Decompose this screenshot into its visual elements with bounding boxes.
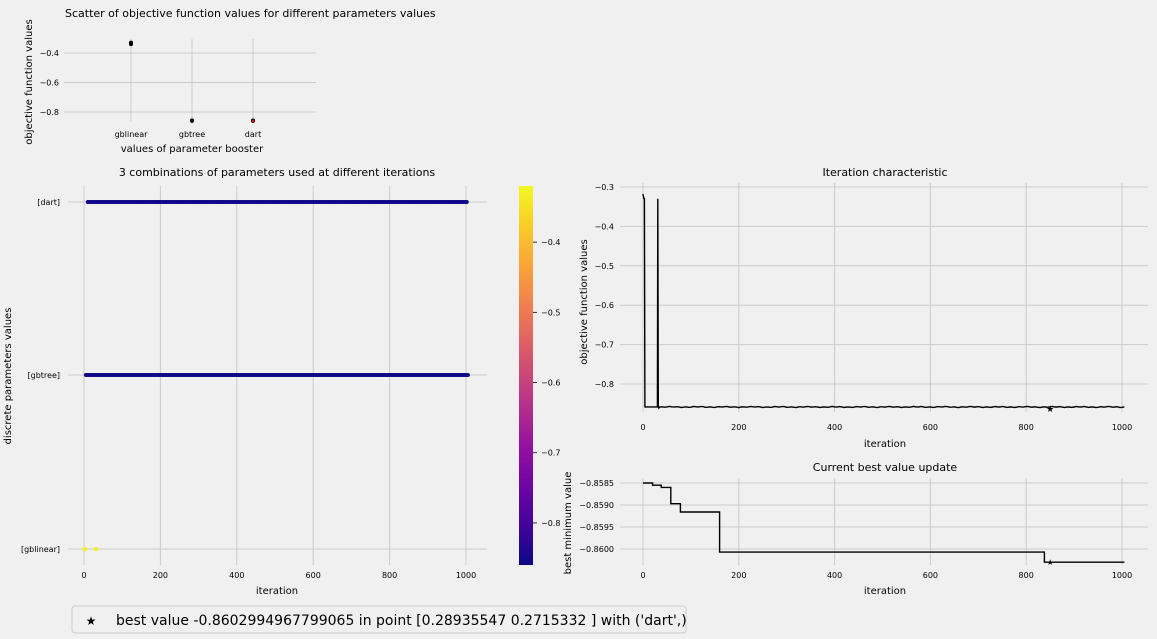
chart2-xtick-label: 0: [81, 571, 86, 580]
chart1-xtick-label: gbtree: [179, 130, 205, 139]
colorbar-tick-label: −0.6: [541, 379, 560, 388]
chart1-xtick-label: dart: [245, 130, 261, 139]
chart2-ytick-label: [gbtree]: [28, 371, 61, 380]
chart4-ytick-label: −0.8595: [579, 523, 614, 532]
legend-box: [71, 605, 687, 634]
chart3-ytick-label: −0.6: [595, 301, 614, 310]
legend-label: best value -0.8602994967799065 in point …: [116, 613, 687, 629]
chart4-series-line: [643, 482, 1125, 563]
chart4-xtick-label: 400: [827, 571, 842, 580]
chart2-xlabel: iteration: [256, 586, 298, 597]
colorbar-tick-label: −0.7: [541, 449, 560, 458]
chart3-ticks: 0 200 400 600 800 1000 −0.3 −0.4 −0.5 −0.6 −0.7 −0.…: [595, 183, 1133, 432]
chart1-points: [129, 40, 255, 123]
chart4-line: ★: [643, 482, 1125, 567]
combinations-chart: 3 combinations of parameters used at dif…: [3, 166, 487, 597]
chart3-ytick-label: −0.3: [595, 183, 614, 192]
iteration-characteristic-chart: Iteration characteristic iteration objec…: [579, 166, 1148, 450]
colorbar-tick-label: −0.8: [541, 519, 560, 528]
chart4-xtick-label: 600: [923, 571, 938, 580]
chart3-ytick-label: −0.7: [595, 341, 614, 350]
chart1-point: [129, 42, 133, 47]
colorbar-tick-label: −0.5: [541, 308, 560, 317]
chart1-ytick-label: −0.6: [40, 79, 59, 88]
chart1-title: Scatter of objective function values for…: [65, 7, 436, 20]
chart3-xtick-label: 600: [923, 423, 938, 432]
chart2-xtick-label: 400: [229, 571, 244, 580]
chart2-point: [94, 547, 99, 551]
chart1-xlabel: values of parameter booster: [121, 144, 264, 155]
chart1-best-point: [251, 119, 255, 123]
chart2-ytick-label: [dart]: [37, 198, 60, 207]
colorbar: −0.4 −0.5 −0.6 −0.7 −0.8: [519, 186, 560, 565]
best-value-update-chart: Current best value update iteration best…: [563, 461, 1148, 597]
chart2-xtick-label: 800: [382, 571, 397, 580]
colorbar-tick-label: −0.4: [541, 238, 560, 247]
chart3-line: ★: [642, 193, 1125, 415]
chart4-ytick-label: −0.8585: [579, 479, 614, 488]
chart3-title: Iteration characteristic: [822, 166, 947, 179]
legend-star-icon: ★: [86, 614, 97, 628]
colorbar-bar: [519, 186, 533, 565]
chart3-ytick-label: −0.8: [595, 380, 614, 389]
chart2-point: [464, 200, 469, 204]
chart3-xtick-label: 200: [731, 423, 746, 432]
chart3-xtick-label: 800: [1019, 423, 1034, 432]
chart1-ytick-label: −0.4: [40, 49, 59, 58]
chart1-xtick-label: gblinear: [115, 130, 148, 139]
chart4-ytick-label: −0.8590: [579, 501, 614, 510]
chart3-xtick-label: 0: [640, 423, 645, 432]
chart4-ytick-label: −0.8600: [579, 545, 614, 554]
chart2-xtick-label: 200: [153, 571, 168, 580]
chart4-best-marker: ★: [1047, 558, 1054, 567]
chart3-best-marker: ★: [1046, 405, 1054, 415]
chart2-ylabel: discrete parameters values: [3, 308, 14, 445]
chart1-ticks: gblinear gbtree dart −0.4 −0.6 −0.8: [40, 49, 262, 139]
chart4-ylabel: best minimum value: [563, 472, 574, 575]
chart2-point: [465, 373, 470, 377]
chart2-xtick-label: 1000: [456, 571, 476, 580]
chart3-ytick-label: −0.5: [595, 262, 614, 271]
legend: ★ best value -0.8602994967799065 in poin…: [71, 605, 687, 634]
chart3-xlabel: iteration: [864, 439, 906, 450]
chart1-point: [190, 118, 194, 123]
chart4-xtick-label: 200: [731, 571, 746, 580]
chart4-xtick-label: 800: [1019, 571, 1034, 580]
parameter-scatter-chart: Scatter of objective function values for…: [24, 7, 436, 155]
chart3-xtick-label: 400: [827, 423, 842, 432]
chart2-point: [83, 547, 88, 551]
chart2-ytick-label: [gblinear]: [21, 545, 60, 554]
chart1-ylabel: objective function values: [24, 19, 35, 144]
chart4-title: Current best value update: [813, 461, 958, 474]
chart4-grid: [620, 478, 1148, 565]
chart2-points: [82, 200, 470, 551]
chart3-ytick-label: −0.4: [595, 222, 614, 231]
chart3-xtick-label: 1000: [1112, 423, 1132, 432]
chart1-ytick-label: −0.8: [40, 108, 59, 117]
chart1-grid: [64, 39, 316, 122]
chart2-xtick-label: 600: [306, 571, 321, 580]
chart3-ylabel: objective function values: [579, 239, 590, 364]
chart4-ticks: 0 200 400 600 800 1000 −0.8585 −0.8590 −0.8595 −0…: [579, 479, 1132, 580]
chart3-grid: [620, 183, 1148, 412]
chart4-xlabel: iteration: [864, 586, 906, 597]
chart3-series-line: [642, 193, 1125, 410]
chart4-xtick-label: 0: [640, 571, 645, 580]
chart2-ticks: 0 200 400 600 800 1000 [gblinear] [gbtree] [dart…: [21, 198, 476, 580]
chart4-xtick-label: 1000: [1112, 571, 1132, 580]
chart2-title: 3 combinations of parameters used at dif…: [119, 166, 436, 179]
